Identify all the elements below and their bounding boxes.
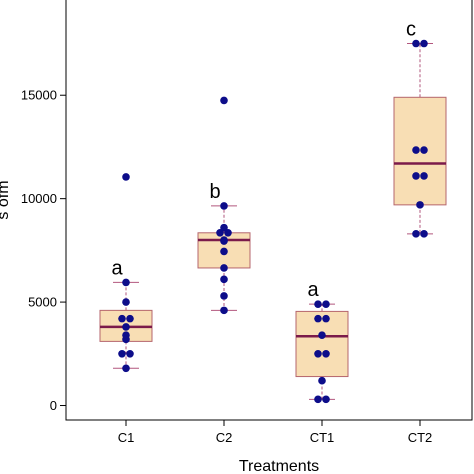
data-point: [122, 298, 130, 306]
y-tick-label: 15000: [21, 88, 57, 103]
data-point: [416, 201, 424, 209]
y-axis-title: s ofm: [0, 180, 12, 219]
data-point: [122, 278, 130, 287]
data-point: [122, 335, 130, 344]
significance-letter: b: [209, 181, 220, 203]
data-point: [412, 146, 420, 154]
data-point: [314, 314, 322, 323]
data-point: [314, 300, 322, 308]
data-point: [314, 350, 322, 358]
y-tick-label: 5000: [28, 295, 57, 310]
data-point: [412, 230, 420, 238]
data-point: [118, 350, 126, 358]
box-group-c1: a: [99, 173, 153, 373]
x-tick-label: CT2: [408, 430, 433, 445]
data-point: [220, 264, 228, 272]
data-point: [318, 331, 326, 339]
data-point: [412, 39, 420, 48]
data-point: [122, 364, 130, 373]
data-point: [224, 228, 232, 237]
data-point: [420, 146, 428, 154]
data-point: [118, 314, 126, 323]
x-tick-label: C1: [118, 430, 135, 445]
data-point: [420, 172, 428, 180]
data-point: [220, 306, 228, 315]
y-tick-label: 0: [50, 398, 57, 413]
data-point: [220, 223, 228, 232]
data-point: [122, 173, 130, 181]
data-point: [220, 237, 228, 245]
box: [393, 96, 447, 206]
data-point: [220, 202, 228, 210]
data-point: [126, 314, 134, 323]
data-point: [220, 247, 228, 256]
boxes: a b a c: [99, 19, 447, 404]
data-point: [216, 228, 224, 237]
y-tick-label: 10000: [21, 191, 57, 206]
data-point: [412, 172, 420, 180]
box-group-ct1: a: [295, 279, 349, 404]
x-tick-label: CT1: [310, 430, 335, 445]
data-point: [322, 350, 330, 358]
box-group-ct2: c: [393, 19, 447, 238]
plot-frame: [65, 0, 473, 421]
data-point: [314, 395, 322, 404]
data-point: [420, 230, 428, 238]
x-axis-title: Treatments: [239, 458, 319, 474]
y-axis: 0 5000 10000 15000: [21, 88, 66, 413]
data-point: [322, 395, 330, 404]
data-point: [126, 350, 134, 358]
data-point: [220, 96, 228, 105]
data-point: [220, 275, 228, 284]
x-axis: C1 C2 CT1 CT2: [118, 420, 433, 445]
x-tick-label: C2: [216, 430, 233, 445]
data-point: [322, 314, 330, 323]
significance-letter: c: [406, 19, 416, 41]
data-point: [220, 292, 228, 300]
significance-letter: a: [307, 279, 319, 301]
significance-letter: a: [111, 257, 123, 279]
data-point: [322, 300, 330, 308]
data-point: [318, 376, 326, 385]
data-point: [420, 39, 428, 48]
box: [295, 310, 349, 378]
box-group-c2: b: [197, 96, 251, 315]
data-point: [122, 323, 130, 331]
